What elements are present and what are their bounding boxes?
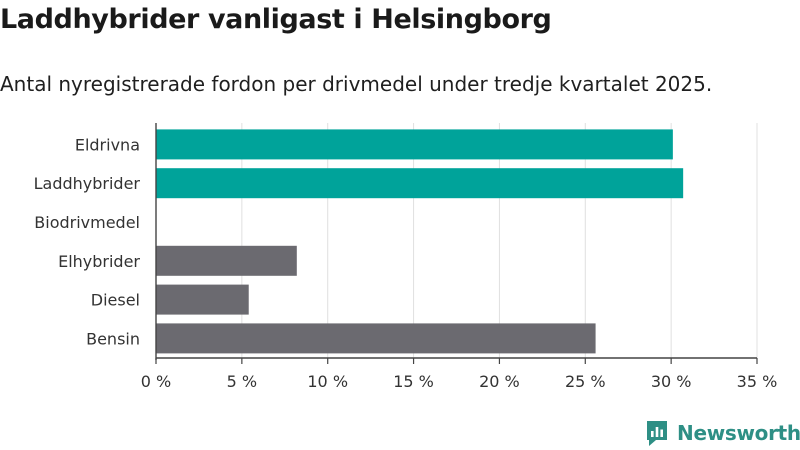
category-label: Diesel [91, 291, 140, 310]
category-label: Bensin [86, 329, 140, 348]
category-label: Eldrivna [75, 135, 140, 154]
chart-subtitle: Antal nyregistrerade fordon per drivmede… [0, 72, 713, 96]
newsworthy-logo-icon [647, 421, 667, 446]
x-tick-label: 35 % [737, 372, 778, 391]
x-tick-label: 5 % [227, 372, 257, 391]
category-label: Laddhybrider [34, 174, 141, 193]
brand-logo: Newsworthy [645, 418, 800, 448]
bar [156, 245, 297, 276]
brand-name: Newsworthy [677, 421, 800, 445]
x-tick-label: 15 % [393, 372, 434, 391]
x-tick-label: 20 % [479, 372, 520, 391]
category-label: Elhybrider [58, 252, 140, 271]
x-tick-label: 10 % [307, 372, 348, 391]
category-label: Biodrivmedel [34, 213, 140, 232]
x-tick-label: 30 % [651, 372, 692, 391]
bar [156, 168, 684, 199]
bar [156, 284, 249, 315]
x-tick-label: 25 % [565, 372, 606, 391]
bar [156, 129, 673, 160]
bar [156, 323, 596, 354]
x-tick-label: 0 % [141, 372, 171, 391]
chart-title: Laddhybrider vanligast i Helsingborg [0, 4, 552, 35]
